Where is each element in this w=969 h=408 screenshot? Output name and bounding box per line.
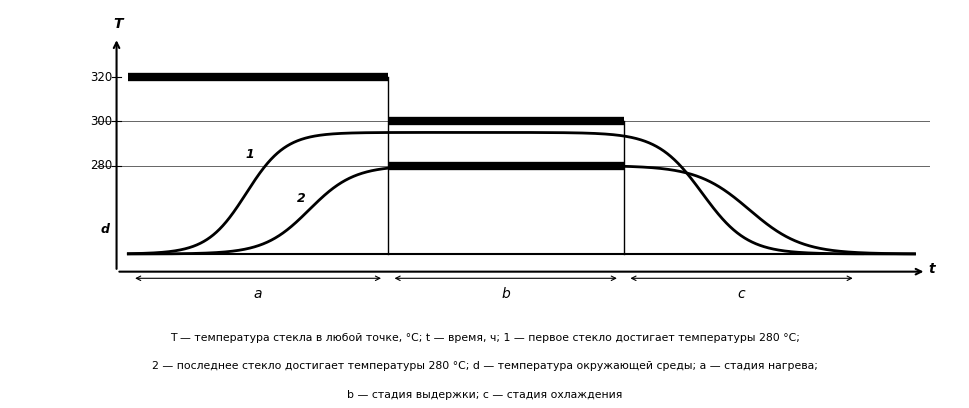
Text: 300: 300 (90, 115, 112, 128)
Text: 2 — последнее стекло достигает температуры 280 °С; d — температура окружающей ср: 2 — последнее стекло достигает температу… (151, 361, 818, 371)
Text: a: a (254, 287, 263, 301)
Text: 1: 1 (246, 148, 255, 161)
Text: T — температура стекла в любой точке, °C; t — время, ч; 1 — первое стекло достиг: T — температура стекла в любой точке, °C… (170, 333, 799, 343)
Text: b: b (501, 287, 510, 301)
Text: 2: 2 (297, 192, 305, 205)
Text: 280: 280 (90, 159, 112, 172)
Text: t: t (928, 262, 935, 277)
Text: c: c (737, 287, 745, 301)
Text: d: d (101, 223, 109, 236)
Text: 320: 320 (90, 71, 112, 84)
Text: T: T (113, 17, 123, 31)
Text: b — стадия выдержки; c — стадия охлаждения: b — стадия выдержки; c — стадия охлажден… (347, 390, 622, 400)
